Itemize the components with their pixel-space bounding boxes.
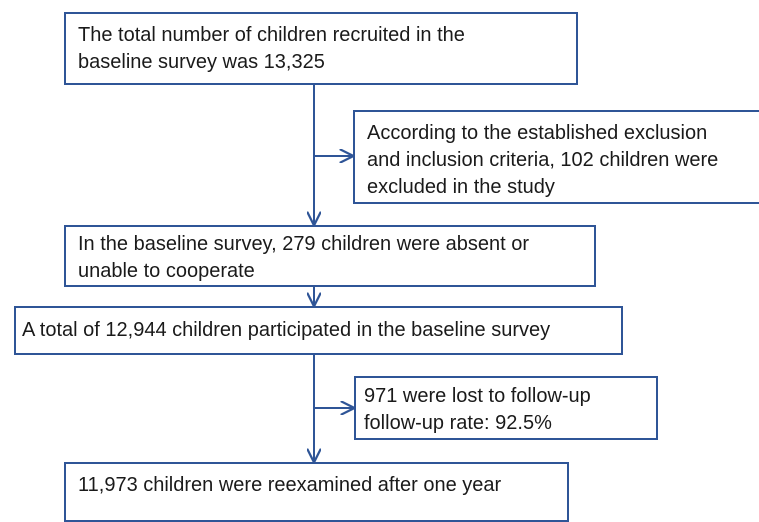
recruited-box: The total number of children recruited i… xyxy=(64,12,578,85)
excluded-box: According to the established exclusion a… xyxy=(353,110,759,204)
absent-box: In the baseline survey, 279 children wer… xyxy=(64,225,596,287)
flowchart-connectors xyxy=(0,85,759,510)
lost-to-follow-up-box: 971 were lost to follow-up follow-up rat… xyxy=(354,376,658,440)
participated-box: A total of 12,944 children participated … xyxy=(14,306,623,355)
reexamined-box: 11,973 children were reexamined after on… xyxy=(64,462,569,522)
